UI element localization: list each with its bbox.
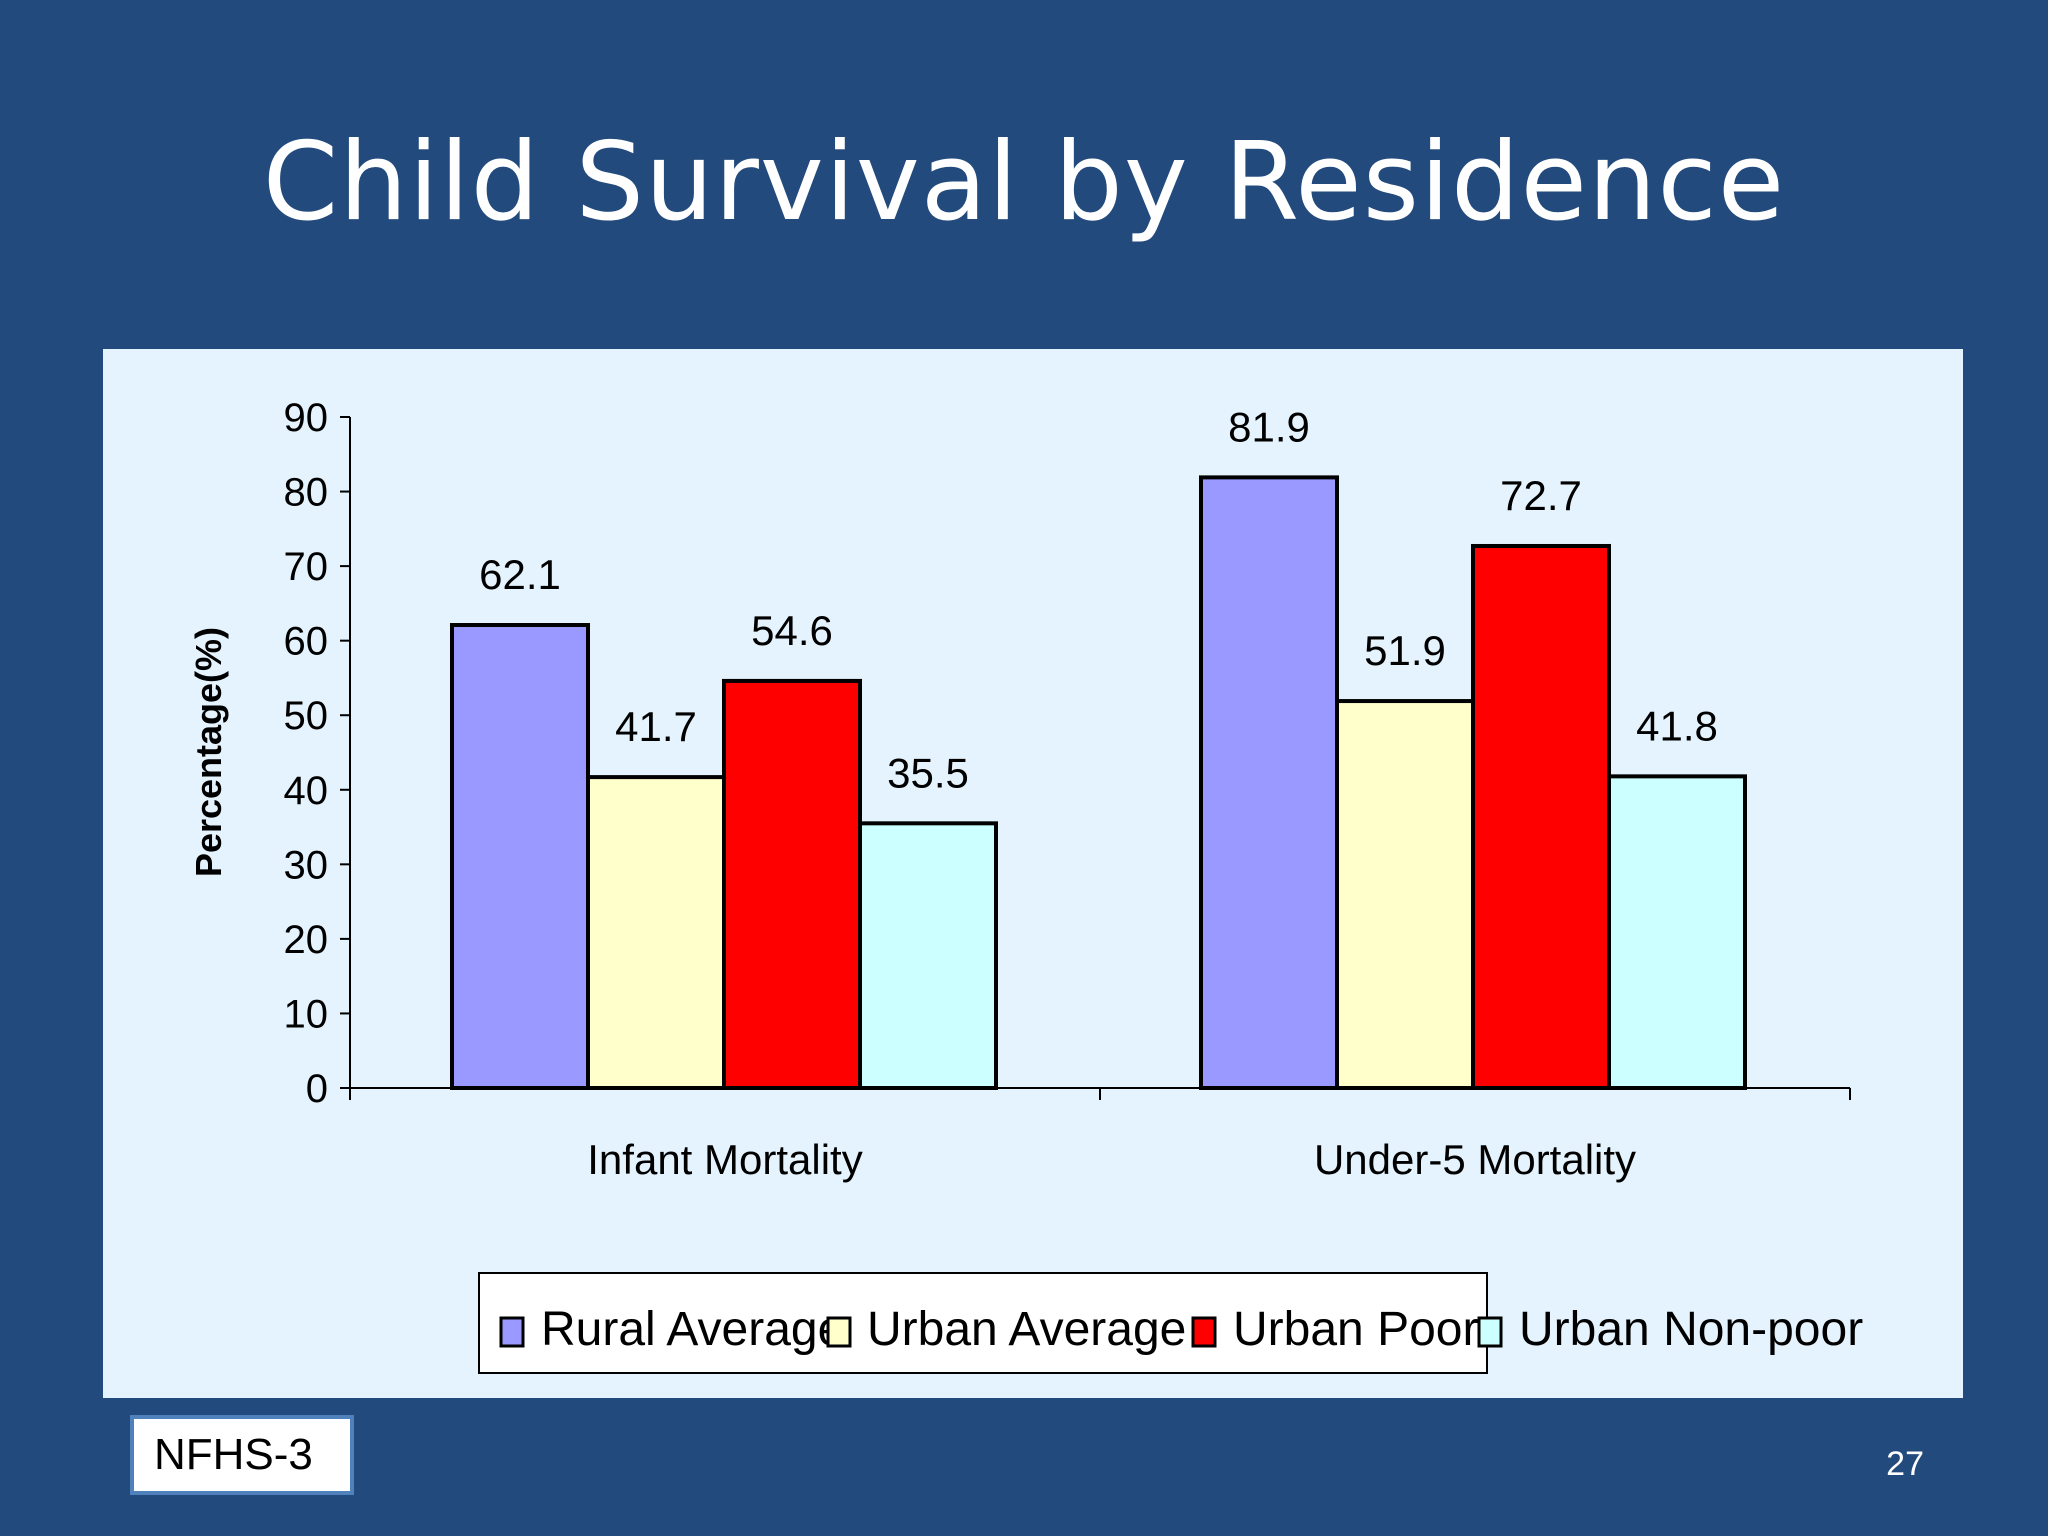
legend-label: Urban Non-poor — [1519, 1303, 1863, 1356]
bar-urban-average — [586, 775, 726, 1090]
data-label: 81.9 — [1228, 403, 1310, 450]
legend-label: Urban Average — [867, 1303, 1186, 1356]
y-tick-label: 80 — [284, 471, 329, 515]
data-label: 72.7 — [1500, 472, 1582, 519]
page-number: 27 — [1886, 1445, 1924, 1483]
y-tick-label: 0 — [306, 1067, 328, 1111]
y-tick-label: 40 — [284, 769, 329, 813]
y-tick-label: 50 — [284, 694, 329, 738]
y-tick-label: 30 — [284, 843, 329, 887]
chart-panel: 0 10 20 30 40 50 60 70 80 90 Percentage(%) 62.1 41.7… — [103, 349, 1963, 1398]
bar-urban-non-poor — [1607, 774, 1747, 1090]
data-label: 54.6 — [751, 607, 833, 654]
legend-swatch-urban-non-poor — [1477, 1316, 1503, 1348]
legend-box — [478, 1272, 1488, 1374]
source-label: NFHS-3 — [130, 1415, 354, 1495]
y-tick-label: 10 — [284, 992, 329, 1036]
x-category-label: Under-5 Mortality — [1314, 1136, 1636, 1183]
slide-title: Child Survival by Residence — [262, 120, 1786, 245]
bar-chart: 0 10 20 30 40 50 60 70 80 90 Percentage(%) 62.1 41.7… — [188, 396, 1863, 1374]
data-label: 51.9 — [1364, 627, 1446, 674]
legend-swatch-urban-average — [826, 1316, 852, 1348]
y-tick-label: 90 — [284, 396, 329, 440]
legend-swatch-rural-average — [499, 1316, 525, 1348]
y-tick-label: 60 — [284, 620, 329, 664]
data-label: 35.5 — [887, 749, 969, 796]
y-tick-label: 70 — [284, 545, 329, 589]
bar-rural-average — [1199, 475, 1339, 1090]
data-label: 41.7 — [615, 703, 697, 750]
bar-urban-average — [1335, 699, 1475, 1090]
legend-label: Urban Poor — [1233, 1303, 1478, 1356]
data-label: 62.1 — [479, 551, 561, 598]
legend-swatch-urban-poor — [1191, 1316, 1217, 1348]
legend-label: Rural Average — [541, 1303, 844, 1356]
data-label: 41.8 — [1636, 702, 1718, 749]
y-axis-title: Percentage(%) — [188, 627, 229, 877]
bar-rural-average — [450, 623, 590, 1090]
y-tick-label: 20 — [284, 918, 329, 962]
bar-urban-poor — [1471, 543, 1611, 1090]
bar-urban-non-poor — [858, 821, 998, 1090]
bar-urban-poor — [722, 678, 862, 1090]
x-category-label: Infant Mortality — [587, 1136, 862, 1183]
